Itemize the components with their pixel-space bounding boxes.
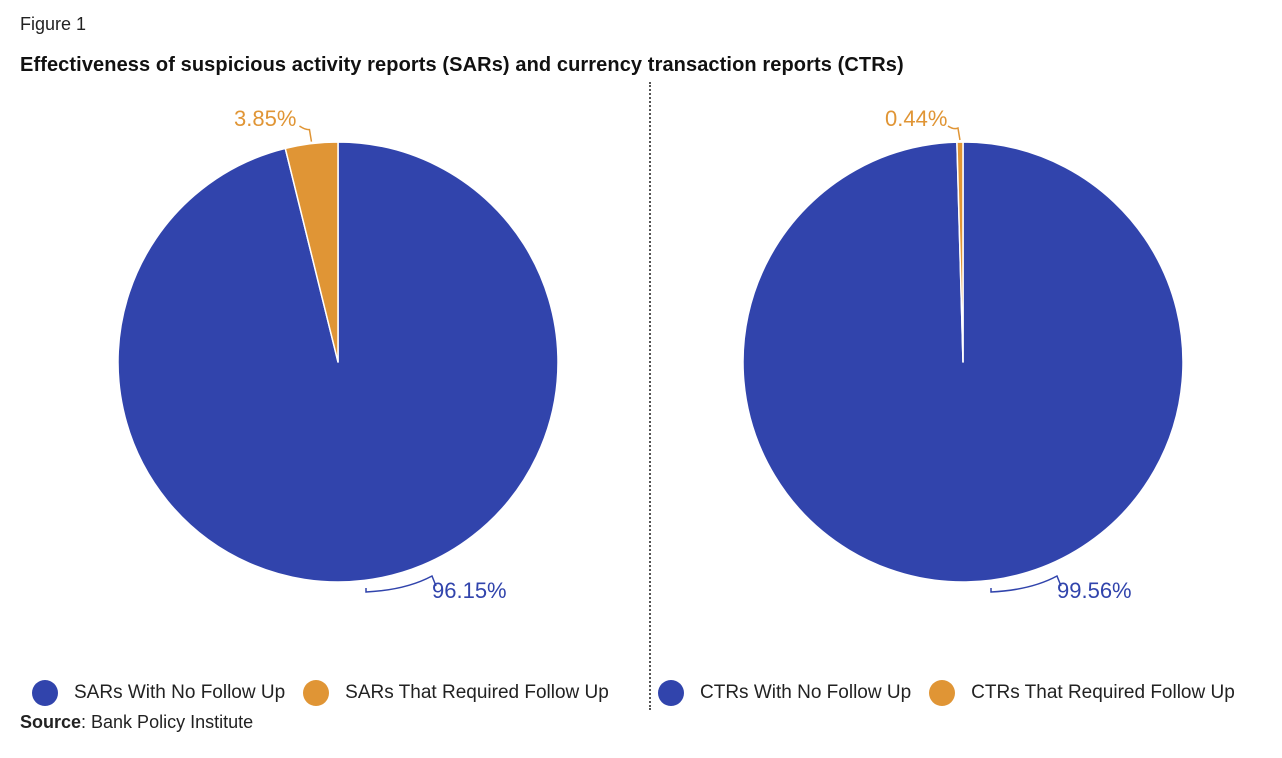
legend-swatch-ctrs-no-follow-up xyxy=(658,680,684,706)
data-label-sars-no-follow-up: 96.15% xyxy=(432,578,507,603)
pie-slice-sars-required-follow-up xyxy=(284,141,339,363)
pie-slice-ctrs-required-follow-up xyxy=(956,141,964,363)
leader-line-sars-required-follow-up xyxy=(299,125,313,142)
legend-label-ctrs-required-follow-up: CTRs That Required Follow Up xyxy=(971,682,1235,703)
data-label-ctrs-required-follow-up: 0.44% xyxy=(885,106,947,131)
legend-label-sars-required-follow-up: SARs That Required Follow Up xyxy=(345,682,609,703)
source-note: Source: Bank Policy Institute xyxy=(20,712,253,733)
legend-label-sars-no-follow-up: SARs With No Follow Up xyxy=(74,682,286,703)
legend-label-ctrs-no-follow-up: CTRs With No Follow Up xyxy=(700,682,912,703)
legend-swatch-sars-no-follow-up xyxy=(32,680,58,706)
panel-divider xyxy=(649,82,651,710)
leader-line-ctrs-no-follow-up xyxy=(990,574,1062,593)
legend-swatch-ctrs-required-follow-up xyxy=(929,680,956,706)
chart-title: Effectiveness of suspicious activity rep… xyxy=(20,54,904,76)
legend-sars: SARs With No Follow Up SARs That Require… xyxy=(32,678,609,708)
leader-line-sars-no-follow-up xyxy=(365,574,437,593)
legend-item-ctrs-no-follow-up: CTRs With No Follow Up xyxy=(658,680,911,706)
legend-item-ctrs-required-follow-up: CTRs That Required Follow Up xyxy=(929,680,1235,706)
figure-label: Figure 1 xyxy=(20,14,87,34)
legend-swatch-sars-required-follow-up xyxy=(303,680,330,706)
data-label-ctrs-no-follow-up: 99.56% xyxy=(1057,578,1132,603)
legend-item-sars-no-follow-up: SARs With No Follow Up xyxy=(32,680,285,706)
source-text: : Bank Policy Institute xyxy=(81,712,254,732)
leader-line-ctrs-required-follow-up xyxy=(947,125,961,141)
legend-ctrs: CTRs With No Follow Up CTRs That Require… xyxy=(658,678,1235,708)
data-label-sars-required-follow-up: 3.85% xyxy=(234,106,296,131)
source-label: Source xyxy=(20,712,82,732)
legend-item-sars-required-follow-up: SARs That Required Follow Up xyxy=(303,680,609,706)
